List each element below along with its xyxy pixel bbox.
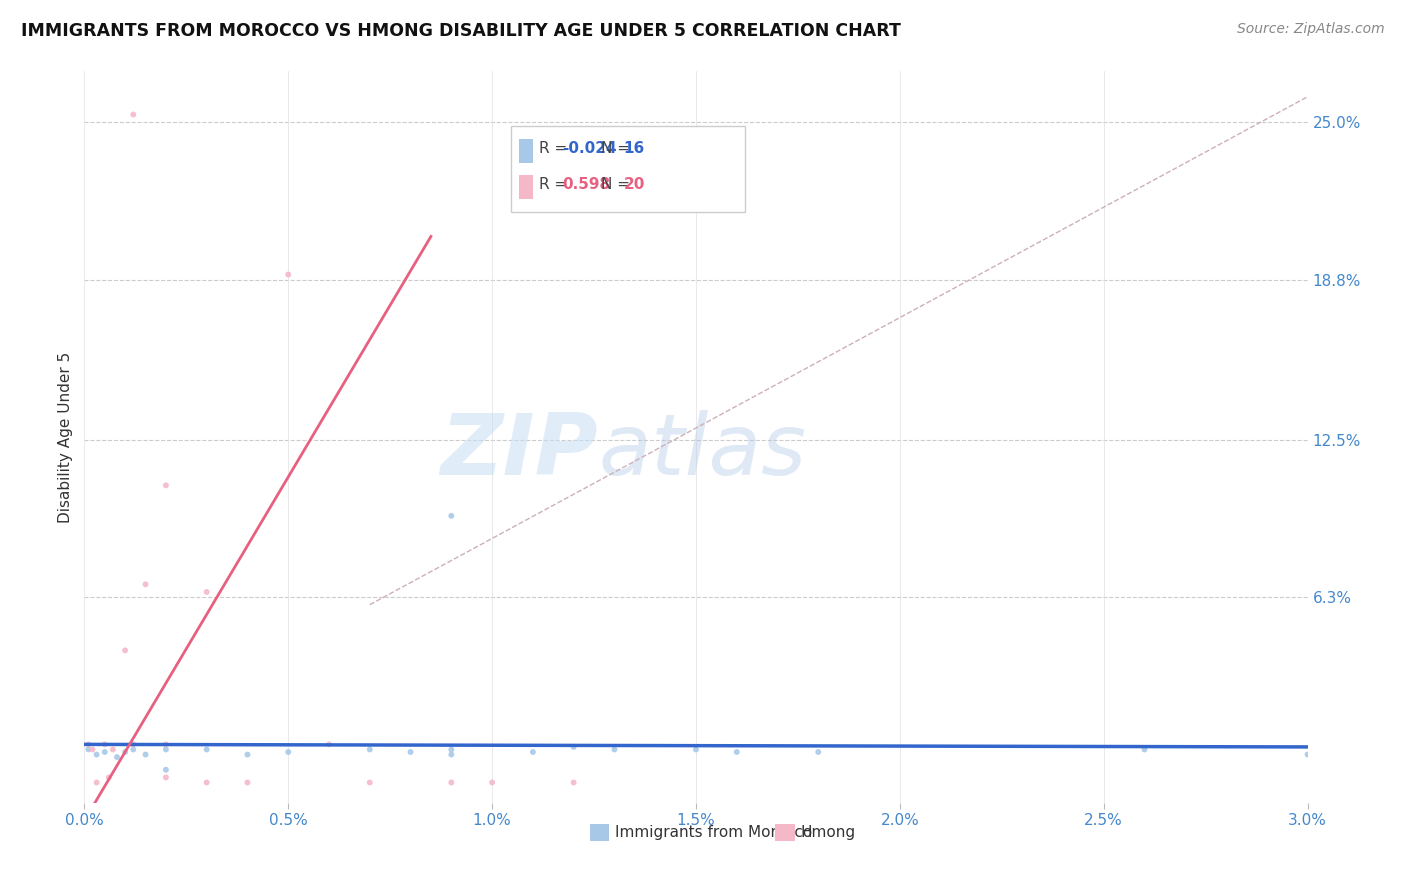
Point [155, 763, 177, 777]
Text: 0.598: 0.598 [562, 178, 610, 192]
Point [135, 577, 157, 591]
Point [86, 775, 108, 789]
Point [440, 742, 463, 756]
Point [135, 747, 157, 762]
Point [440, 508, 463, 523]
Point [195, 742, 218, 756]
Text: ZIP: ZIP [440, 410, 598, 493]
Text: Hmong: Hmong [800, 825, 855, 839]
Point [114, 643, 136, 657]
Point [318, 738, 340, 752]
Point [82, 742, 104, 756]
Point [807, 745, 830, 759]
Text: 20: 20 [624, 178, 645, 192]
Point [603, 742, 626, 756]
Text: IMMIGRANTS FROM MOROCCO VS HMONG DISABILITY AGE UNDER 5 CORRELATION CHART: IMMIGRANTS FROM MOROCCO VS HMONG DISABIL… [21, 22, 901, 40]
Point [277, 745, 299, 759]
Point [97, 771, 120, 785]
Point [440, 775, 463, 789]
Text: N =: N = [600, 178, 634, 192]
Point [1296, 747, 1319, 762]
Point [105, 750, 128, 764]
Point [93, 745, 117, 759]
Text: -0.024: -0.024 [562, 141, 617, 156]
Point [122, 742, 145, 756]
Point [155, 478, 177, 492]
Point [685, 742, 707, 756]
Point [114, 745, 136, 759]
Point [1133, 742, 1156, 756]
Text: R =: R = [538, 178, 572, 192]
Point [101, 742, 124, 756]
Point [155, 738, 177, 752]
Point [77, 738, 100, 752]
Point [195, 775, 218, 789]
Text: 16: 16 [624, 141, 645, 156]
Point [562, 775, 585, 789]
Text: Immigrants from Morocco: Immigrants from Morocco [614, 825, 813, 839]
Point [725, 745, 748, 759]
Text: R =: R = [538, 141, 572, 156]
Y-axis label: Disability Age Under 5: Disability Age Under 5 [58, 351, 73, 523]
Point [359, 742, 381, 756]
Point [122, 738, 145, 752]
Point [562, 739, 585, 754]
Point [77, 742, 100, 756]
Text: N =: N = [600, 141, 634, 156]
Point [86, 747, 108, 762]
Point [236, 747, 259, 762]
Text: atlas: atlas [598, 410, 806, 493]
Point [522, 745, 544, 759]
Point [359, 775, 381, 789]
Point [277, 268, 299, 282]
Point [481, 775, 503, 789]
Point [236, 775, 259, 789]
Point [155, 742, 177, 756]
Point [399, 745, 422, 759]
Point [93, 738, 117, 752]
Point [155, 771, 177, 785]
Point [122, 107, 145, 121]
Point [440, 747, 463, 762]
Text: Source: ZipAtlas.com: Source: ZipAtlas.com [1237, 22, 1385, 37]
Point [195, 585, 218, 599]
